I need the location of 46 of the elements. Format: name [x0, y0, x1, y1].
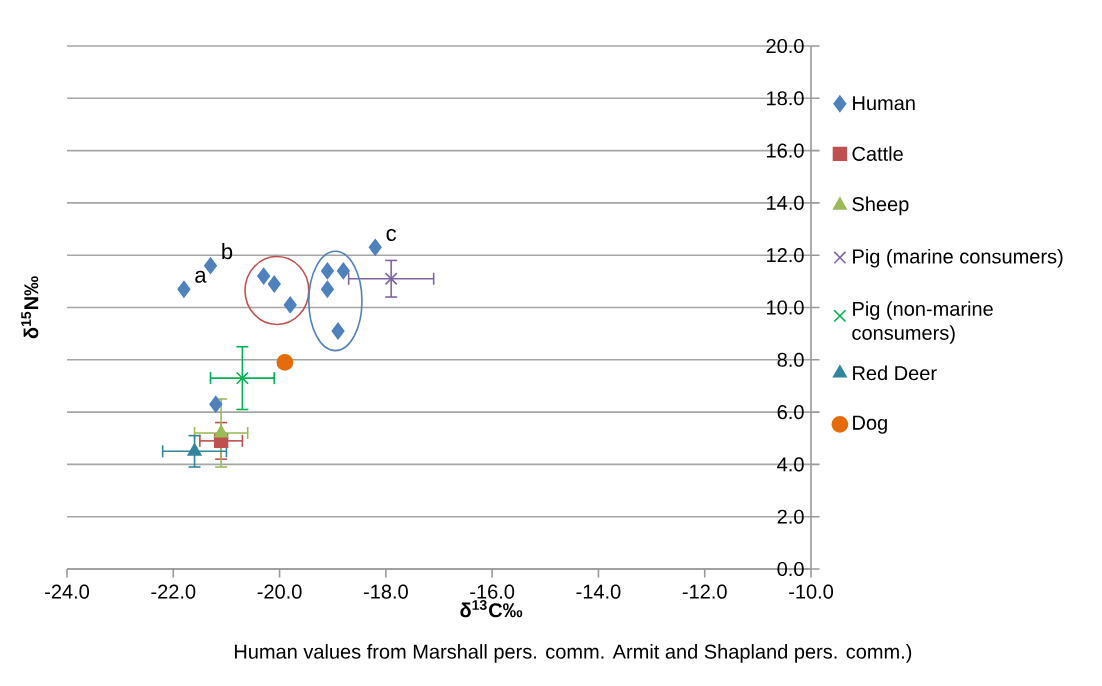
legend-label: Human [853, 96, 915, 111]
point [283, 296, 297, 314]
x-tick-label: -16.0 [470, 584, 515, 599]
y-tick-label: 6.0 [777, 405, 804, 420]
y-tick-label: 2.0 [777, 509, 804, 524]
y-tick-label: 16.0 [767, 143, 804, 158]
legend-label: Red Deer [853, 365, 937, 381]
annotation: c [386, 228, 397, 241]
point [276, 354, 294, 371]
legend-label: Dog [853, 415, 887, 434]
point [214, 425, 229, 438]
point [336, 262, 350, 280]
point [209, 395, 223, 413]
annotation: a [195, 270, 207, 283]
legend-label: Cattle [852, 146, 903, 161]
point [384, 272, 398, 286]
y-tick-label: 0.0 [777, 561, 804, 577]
point [257, 267, 271, 285]
point [177, 280, 191, 298]
y-tick-label: 14.0 [767, 195, 804, 210]
x-tick-label: -10.0 [789, 584, 834, 599]
y-tick-label: 12.0 [767, 248, 804, 263]
annotation: b [222, 243, 233, 260]
point [235, 371, 249, 385]
point [320, 280, 334, 298]
x-tick-label: -14.0 [576, 584, 621, 599]
y-tick-label: 4.0 [777, 457, 804, 472]
x-tick-label: -12.0 [682, 584, 727, 599]
x-tick-label: -22.0 [151, 584, 196, 599]
y-tick-label: 20.0 [766, 38, 804, 54]
legend-label: Pig (non-marine consumers) [852, 301, 993, 344]
y-tick-label: 18.0 [767, 91, 804, 106]
point [187, 443, 202, 456]
point [368, 238, 382, 256]
y-tick-label: 10.0 [767, 300, 804, 315]
y-tick-label: 8.0 [777, 352, 804, 367]
x-axis-title: δ$^{13}$C‰ [460, 600, 523, 618]
x-tick-label: -24.0 [45, 584, 90, 599]
y-axis-title: δ$^{15}$N‰ [21, 276, 39, 339]
legend-label: Sheep [852, 196, 909, 216]
legend-label: Pig (marine consumers) [853, 248, 1063, 268]
point [320, 262, 334, 280]
text: Human values from Marshall pers. comm. Armit and Shapland pers. comm.) [234, 644, 912, 663]
x-tick-label: -18.0 [363, 584, 408, 599]
point [331, 322, 345, 340]
x-tick-label: -20.0 [257, 584, 302, 599]
